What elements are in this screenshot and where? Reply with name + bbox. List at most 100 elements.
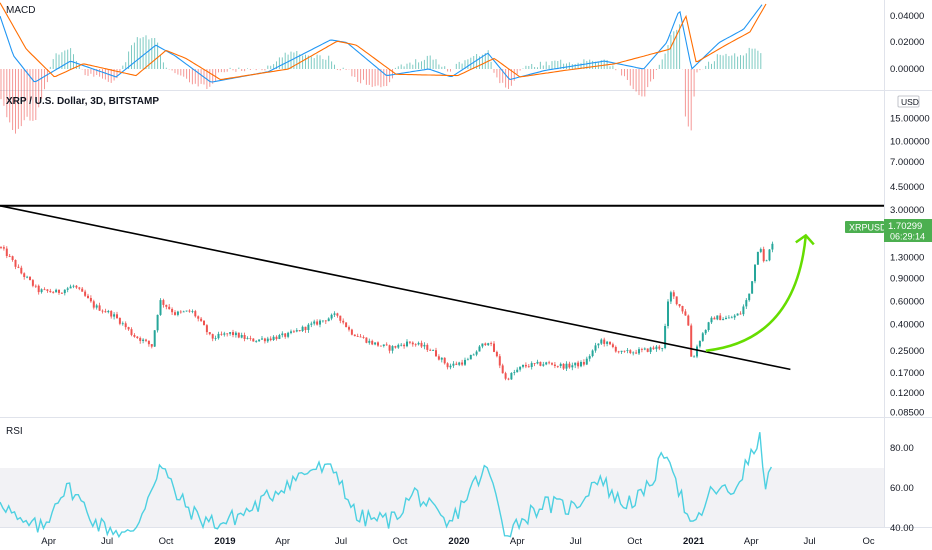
last-price-badge: XRPUSD 1.70299 06:29:14 [845,219,932,242]
candle-body [14,260,17,267]
macd-histogram-bar [255,69,257,71]
candle-body [333,313,336,315]
macd-histogram-bar [90,69,92,74]
candle-body [336,313,339,316]
currency-badge[interactable]: USD [897,95,920,108]
price-tick-label: 7.00000 [890,157,924,168]
macd-histogram-bar [110,69,112,83]
macd-histogram-bar [145,35,147,69]
candle-body [301,326,304,331]
macd-histogram-bar [20,69,22,127]
macd-histogram-bar [740,55,741,69]
candle-body [179,311,182,313]
macd-histogram-bar [220,69,222,73]
candle-body [284,333,287,337]
candle-body [89,298,92,302]
candle-body [281,333,284,336]
macd-histogram-bar [328,55,330,69]
macd-histogram-bar [612,65,614,69]
candle-body [232,332,234,335]
candle-body [501,365,504,374]
candle-body [727,317,730,319]
candle-body [498,356,501,366]
macd-histogram-bar [748,47,750,69]
macd-histogram-bar [296,51,298,69]
candle-body [542,364,545,366]
macd-histogram-bar [189,69,190,83]
macd-histogram-bar [142,37,144,69]
candle-body [359,336,362,338]
macd-histogram-bar [93,69,95,77]
candle-body [353,334,356,337]
candle-body [171,309,174,313]
macd-histogram-bar [470,57,472,69]
macd-histogram-bar [310,56,312,69]
macd-histogram-bar [160,54,161,69]
macd-histogram-bar [197,69,199,87]
macd-histogram-bar [493,69,495,73]
candle-body [205,325,208,333]
candle-body [261,338,263,340]
macd-histogram-bar [342,67,344,69]
descending-trendline[interactable] [0,205,791,371]
macd-histogram-bar [171,69,173,71]
macd-histogram-bar [363,69,364,80]
candle-body [736,313,739,316]
macd-price-scale[interactable]: 0.04000 0.02000 0.00000 [890,11,924,75]
candle-body [693,356,696,358]
candle-body [371,340,374,345]
macd-histogram-bar [29,69,31,121]
candle-body [365,337,368,343]
macd-histogram-bar [23,69,25,121]
candle-body [513,372,516,373]
macd-histogram-bar [67,49,69,69]
candle-body [745,300,748,307]
last-price-label: 1.70299 [888,221,922,232]
macd-histogram-bar [450,69,451,72]
candle-body [339,315,342,321]
macd-histogram-bar [589,59,591,69]
candle-body [223,333,226,335]
macd-histogram-bar [487,50,489,69]
candle-body [37,285,40,293]
macd-histogram-bar [194,69,196,84]
macd-histogram-bar [235,69,237,72]
macd-histogram-bar [360,69,362,84]
breakout-arrow[interactable] [705,235,808,352]
candle-body [84,291,87,296]
rsi-price-scale[interactable]: 80.00 60.00 40.00 [890,443,914,534]
candle-body [391,346,394,351]
candle-body [292,331,295,333]
macd-histogram-bar [566,63,567,69]
macd-histogram-bar [409,62,411,69]
macd-histogram-bar [64,50,66,69]
macd-histogram-bar [757,50,759,69]
candle-body [40,289,43,293]
macd-histogram-bar [557,61,559,69]
macd-histogram-bar [96,69,98,75]
candle-body [559,363,562,366]
candle-body [34,285,37,287]
time-tick-label: Oct [159,536,174,547]
price-scale[interactable]: 15.0000010.000007.000004.500003.000002.0… [890,114,930,419]
candle-body [304,326,307,330]
candle-body [240,335,243,338]
candle-body [208,332,211,335]
macd-histogram-bar [673,31,675,69]
macd-histogram-bar [122,65,124,69]
candle-body [130,329,133,335]
candle-body [423,344,426,347]
macd-histogram-bar [84,69,86,76]
macd-histogram-bar [545,61,547,69]
macd-histogram-bar [12,69,14,130]
macd-histogram-bar [728,56,730,69]
candle-body [733,315,736,318]
time-axis[interactable]: Apr Jul Oct 2019 Apr Jul Oct 2020 Apr Jul Oct 2021 A… [41,536,875,547]
macd-histogram-bar [131,45,132,69]
macd-histogram-bar [496,69,498,78]
candle-body [226,333,229,335]
macd-histogram-bar [162,62,164,69]
macd-histogram-bar [35,69,37,120]
candle-body [722,319,725,321]
macd-histogram [0,24,762,134]
